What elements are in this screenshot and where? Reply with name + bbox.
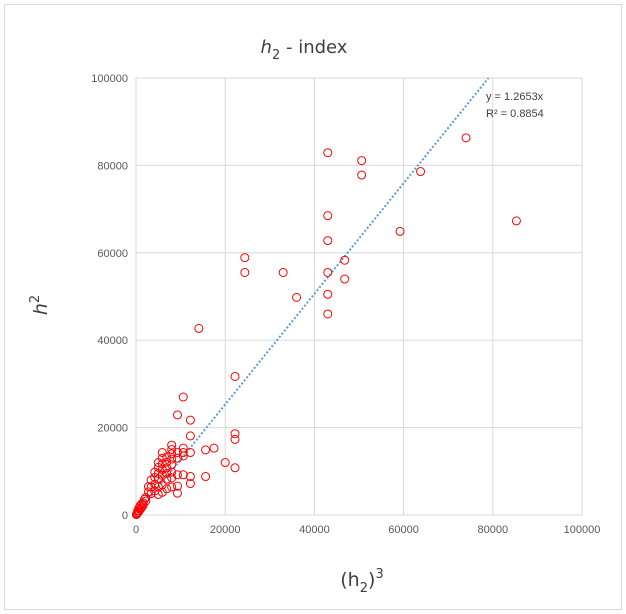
data-point <box>172 470 182 480</box>
y-tick-label: 80000 <box>97 160 128 172</box>
x-tick-labels: 0 20000 40000 60000 80000 100000 <box>133 524 600 536</box>
data-point <box>150 467 160 477</box>
x-tick-label: 0 <box>133 524 139 536</box>
data-points <box>131 133 521 520</box>
data-point <box>323 211 333 221</box>
data-point <box>178 448 188 458</box>
x-tick-label: 100000 <box>564 524 601 536</box>
y-tick-label: 0 <box>122 510 128 522</box>
x-axis-title: (h2)3 <box>340 567 383 596</box>
data-point <box>323 309 333 319</box>
data-point <box>357 156 367 166</box>
y-tick-label: 60000 <box>97 248 128 260</box>
data-point <box>511 216 521 226</box>
data-point <box>157 448 167 458</box>
y-tick-label: 40000 <box>97 335 128 347</box>
x-tick-label: 60000 <box>388 524 419 536</box>
chart-frame: 0 20000 40000 60000 80000 100000 0 20000 40000 6… <box>4 4 622 610</box>
data-point <box>143 487 153 497</box>
y-tick-label: 100000 <box>91 73 128 85</box>
data-point <box>172 488 182 498</box>
data-point <box>172 453 182 463</box>
trendline-r-squared: R² = 0.8854 <box>486 108 544 120</box>
data-point <box>185 431 195 441</box>
data-point <box>292 292 302 302</box>
y-axis-title: h2 <box>28 295 52 315</box>
data-point <box>323 267 333 277</box>
trendline-equation: y = 1.2653x <box>486 91 544 103</box>
data-point <box>240 253 250 263</box>
gridlines <box>135 77 583 516</box>
data-point <box>416 167 426 177</box>
data-point <box>167 460 177 470</box>
data-point <box>185 415 195 425</box>
data-point <box>209 443 219 453</box>
data-point <box>178 392 188 402</box>
data-point <box>323 289 333 299</box>
data-point <box>146 475 156 485</box>
data-point <box>230 429 240 439</box>
data-point <box>230 463 240 473</box>
data-point <box>395 226 405 236</box>
data-point <box>357 170 367 180</box>
chart-title: h2 - index <box>261 37 348 63</box>
x-tick-label: 20000 <box>210 524 241 536</box>
data-point <box>185 448 195 458</box>
data-point <box>201 472 211 482</box>
data-point <box>131 510 141 520</box>
data-point <box>230 434 240 444</box>
data-point <box>240 267 250 277</box>
data-point <box>323 148 333 158</box>
data-point <box>167 440 177 450</box>
data-point <box>167 454 177 464</box>
trendline-group <box>135 77 490 516</box>
x-tick-label: 80000 <box>478 524 509 536</box>
y-tick-labels: 0 20000 40000 60000 80000 100000 <box>91 73 128 522</box>
scatter-chart: 0 20000 40000 60000 80000 100000 0 20000 40000 6… <box>28 37 600 596</box>
data-point <box>340 274 350 284</box>
data-point <box>167 482 177 492</box>
data-point <box>178 470 188 480</box>
data-point <box>220 458 230 468</box>
data-point <box>340 255 350 265</box>
x-tick-label: 40000 <box>299 524 330 536</box>
data-point <box>141 493 151 503</box>
data-point <box>153 458 163 468</box>
data-point <box>185 472 195 482</box>
data-point <box>201 445 211 455</box>
data-point <box>461 133 471 143</box>
data-point <box>172 481 182 491</box>
data-point <box>172 448 182 458</box>
y-tick-label: 20000 <box>97 423 128 435</box>
data-point <box>185 479 195 489</box>
data-point <box>143 482 153 492</box>
data-point <box>194 323 204 333</box>
data-point <box>172 410 182 420</box>
data-point <box>167 449 177 459</box>
data-point <box>167 444 177 454</box>
data-point <box>323 236 333 246</box>
data-point <box>230 371 240 381</box>
data-point <box>278 267 288 277</box>
linear-trendline <box>135 77 490 516</box>
